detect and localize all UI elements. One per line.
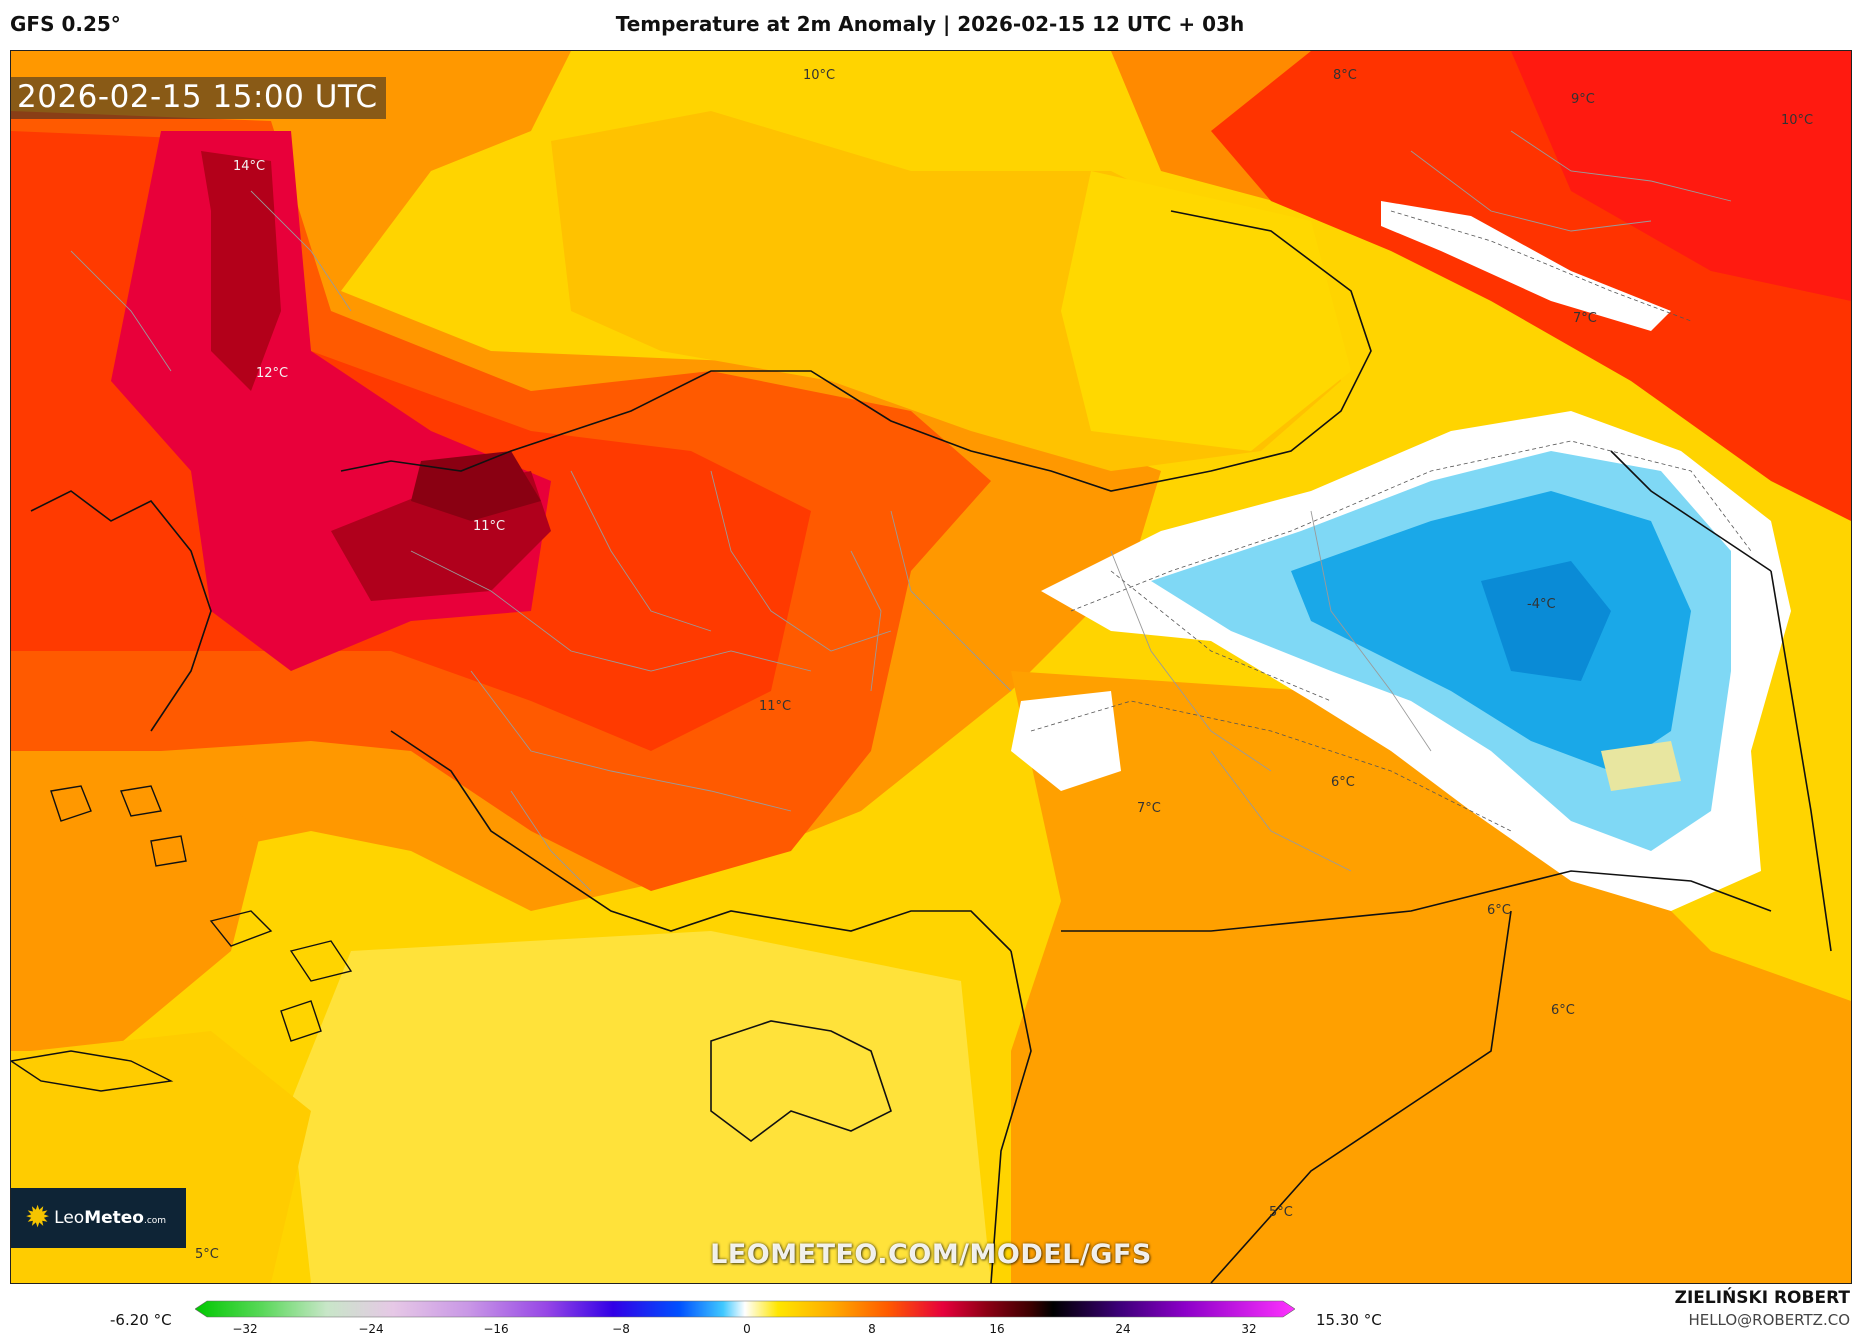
temp-label: 12°C [256, 366, 289, 381]
temp-label: 10°C [1781, 113, 1814, 128]
colorbar [195, 1300, 1295, 1318]
map-title: Temperature at 2m Anomaly | 2026-02-15 1… [615, 12, 1245, 36]
credit-email[interactable]: HELLO@ROBERTZ.CO [1688, 1311, 1850, 1329]
colorbar-tick: 32 [1241, 1322, 1257, 1336]
legend-min-label: -6.20 °C [110, 1311, 172, 1329]
temp-label: 5°C [195, 1247, 219, 1262]
weather-map[interactable]: 2026-02-15 15:00 UTC 10°C 8°C 9°C 10°C 1… [10, 50, 1852, 1284]
temp-label: 9°C [1571, 92, 1595, 107]
credit-name: ZIELIŃSKI ROBERT [1674, 1288, 1850, 1308]
colorbar-tick: −24 [358, 1322, 384, 1336]
colorbar-tick: 8 [868, 1322, 876, 1336]
temp-label: 11°C [759, 699, 792, 714]
temp-label: 11°C [473, 519, 506, 534]
colorbar-tick: −8 [612, 1322, 630, 1336]
temp-label: 10°C [803, 68, 836, 83]
temp-label: 6°C [1551, 1003, 1575, 1018]
leometeo-logo[interactable]: ✹ LeoMeteo.com [11, 1188, 186, 1248]
colorbar-tick: −16 [483, 1322, 509, 1336]
temp-label: 5°C [1269, 1205, 1293, 1220]
temp-label: -4°C [1527, 597, 1556, 612]
colorbar-tick: 0 [743, 1322, 751, 1336]
model-name: GFS 0.25° [10, 12, 121, 36]
timestamp-badge: 2026-02-15 15:00 UTC [11, 77, 386, 119]
colorbar-tick: −32 [232, 1322, 258, 1336]
temp-label: 14°C [233, 159, 266, 174]
temperature-field [11, 51, 1851, 1283]
watermark: LEOMETEO.COM/MODEL/GFS [710, 1239, 1152, 1270]
temp-label: 8°C [1333, 68, 1357, 83]
legend-max-label: 15.30 °C [1316, 1311, 1382, 1329]
temp-label: 6°C [1331, 775, 1355, 790]
sun-icon: ✹ [25, 1200, 51, 1235]
temp-label: 6°C [1487, 903, 1511, 918]
colorbar-tick: 16 [989, 1322, 1005, 1336]
colorbar-tick: 24 [1115, 1322, 1131, 1336]
temp-label: 7°C [1573, 311, 1597, 326]
logo-text: LeoMeteo.com [54, 1208, 167, 1228]
temp-label: 7°C [1137, 801, 1161, 816]
